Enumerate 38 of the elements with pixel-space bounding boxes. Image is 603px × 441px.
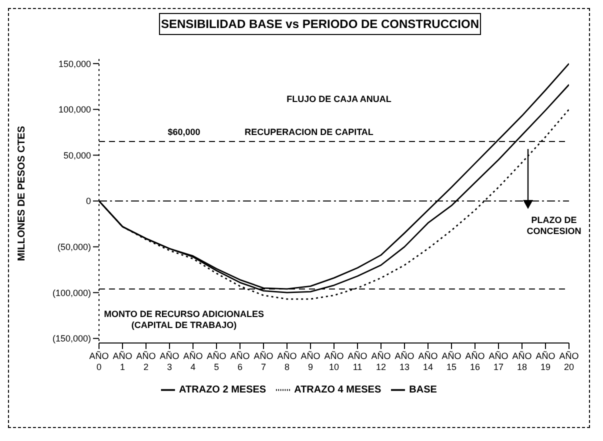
x-tick-label: AÑO 6 (230, 351, 250, 372)
x-tick-label: AÑO 9 (300, 351, 320, 372)
x-tick-label: AÑO 4 (183, 351, 203, 372)
annotation: $60,000 (168, 127, 200, 137)
x-tick-label: AÑO 10 (324, 351, 344, 372)
annotation: MONTO DE RECURSO ADICIONALES (CAPITAL DE TRABAJO) (104, 309, 264, 330)
x-tick-label: AÑO 20 (559, 351, 579, 372)
x-tick-label: AÑO 1 (112, 351, 132, 372)
y-tick-label: (100,000) (52, 288, 91, 298)
x-tick-label: AÑO 16 (465, 351, 485, 372)
chart-title: SENSIBILIDAD BASE vs PERIODO DE CONSTRUCCION (159, 13, 481, 35)
x-tick-label: AÑO 8 (277, 351, 297, 372)
x-tick-label: AÑO 15 (442, 351, 462, 372)
y-axis-title: MILLONES DE PESOS CTES (16, 126, 28, 261)
x-tick-label: AÑO 13 (394, 351, 414, 372)
x-tick-label: AÑO 14 (418, 351, 438, 372)
x-tick-label: AÑO 19 (536, 351, 556, 372)
legend-label: ATRAZO 4 MESES (294, 384, 382, 396)
x-tick-label: AÑO 12 (371, 351, 391, 372)
y-tick-label: 0 (86, 196, 91, 206)
y-tick-label: (150,000) (52, 334, 91, 344)
y-tick-label: 150,000 (58, 58, 91, 69)
y-tick-label: (50,000) (57, 242, 91, 252)
x-tick-label: AÑO 0 (89, 351, 109, 372)
x-tick-label: AÑO 7 (254, 351, 274, 372)
legend-label: BASE (409, 384, 437, 396)
x-tick-label: AÑO 3 (160, 351, 180, 372)
annotation: FLUJO DE CAJA ANUAL (286, 94, 392, 104)
x-tick-label: AÑO 2 (136, 351, 156, 372)
annotation: RECUPERACION DE CAPITAL (244, 127, 374, 137)
x-tick-label: AÑO 17 (488, 351, 508, 372)
x-tick-label: AÑO 11 (348, 351, 368, 372)
y-tick-label: 100,000 (58, 104, 91, 115)
y-tick-label: 50,000 (63, 150, 91, 160)
x-tick-label: AÑO 5 (206, 351, 226, 372)
x-tick-label: AÑO 18 (512, 351, 532, 372)
legend-label: ATRAZO 2 MESES (179, 384, 266, 396)
annotation: PLAZO DE CONCESION (526, 215, 582, 236)
